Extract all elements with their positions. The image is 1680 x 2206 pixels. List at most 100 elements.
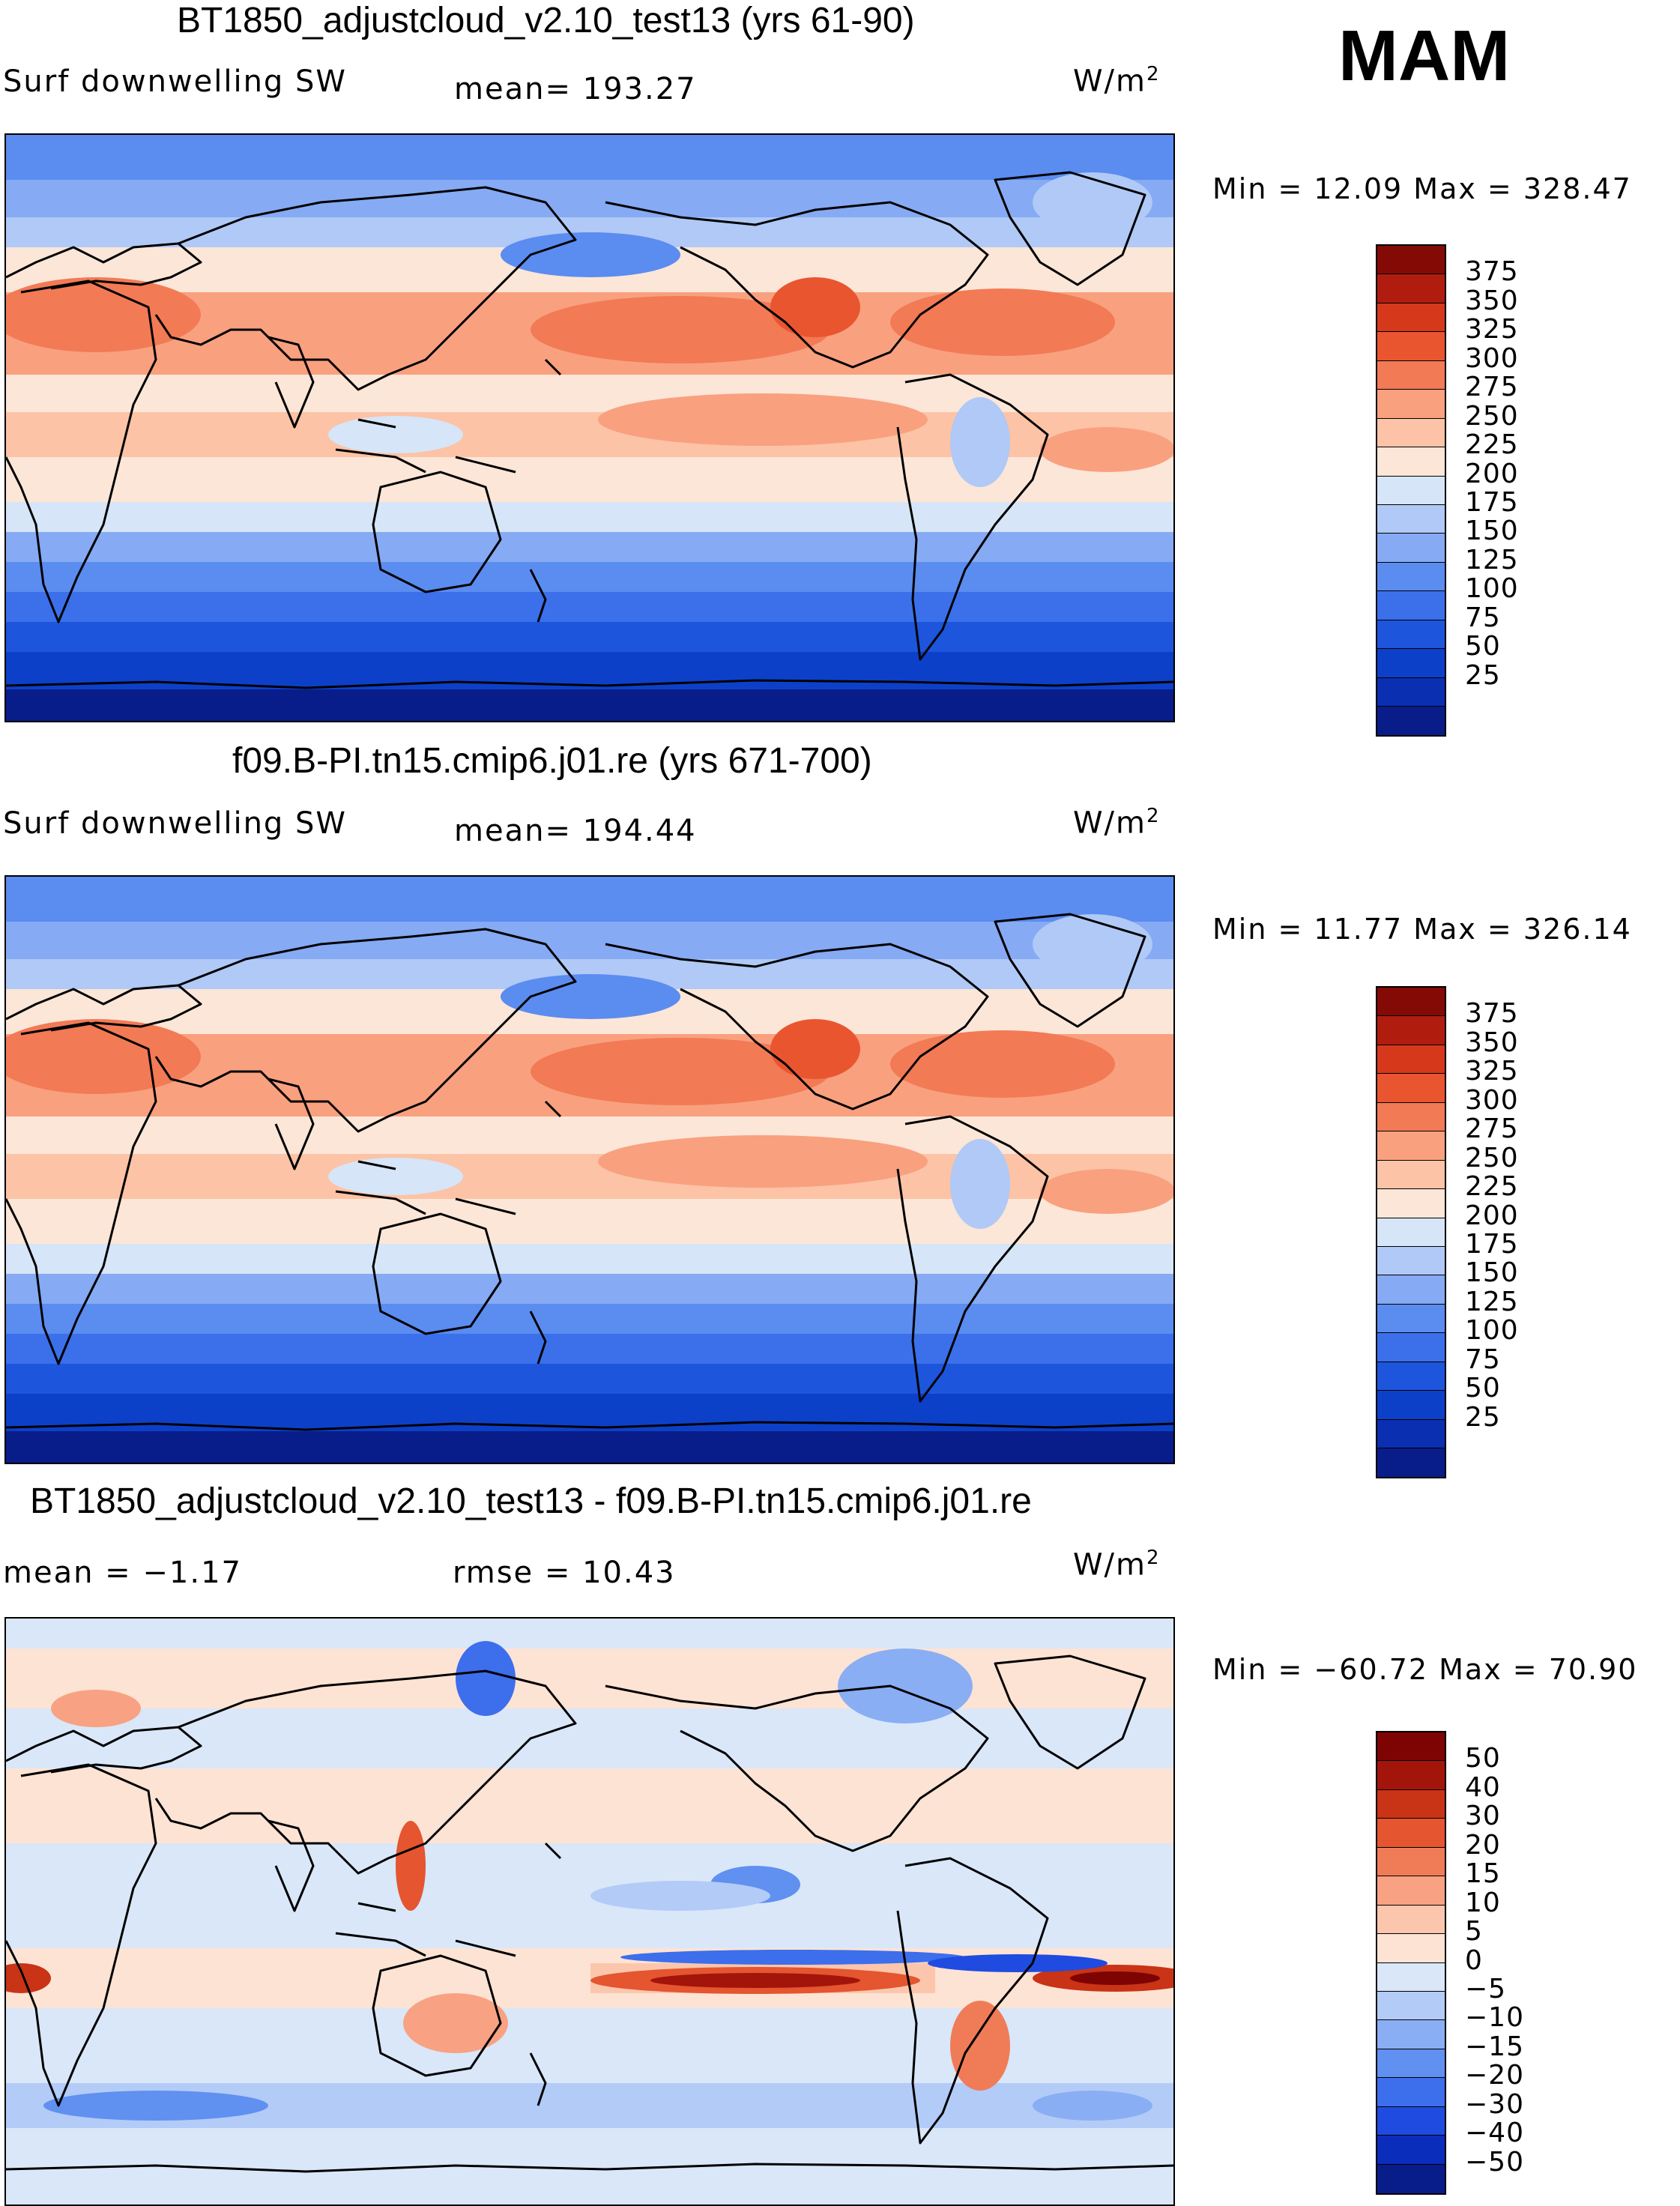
field-blob	[890, 288, 1115, 356]
colorbar-swatch	[1377, 332, 1445, 361]
field-band	[6, 1649, 1173, 1708]
colorbar-tick-label: −5	[1465, 1973, 1507, 2004]
colorbar-tick-label: 15	[1465, 1858, 1501, 1890]
field-band	[6, 877, 1173, 922]
colorbar-tick-label: 30	[1465, 1801, 1501, 1832]
field-blob	[396, 1821, 426, 1911]
colorbar-swatch	[1377, 2078, 1445, 2107]
coastline	[372, 1212, 502, 1335]
colorbar-swatch	[1377, 303, 1445, 333]
colorbar-swatch	[1377, 274, 1445, 303]
colorbar-swatch	[1377, 534, 1445, 563]
colorbar-swatch	[1377, 504, 1445, 534]
coastline	[6, 679, 1173, 689]
colorbar-tick-label: 50	[1465, 631, 1501, 662]
colorbar-swatch	[1377, 1732, 1445, 1762]
colorbar-swatch	[1377, 246, 1445, 275]
colorbar-swatch	[1377, 418, 1445, 448]
field-band	[6, 502, 1173, 532]
colorbar-swatch	[1377, 2049, 1445, 2079]
colorbar-tick-label: 275	[1465, 1113, 1519, 1145]
panel3-rmse-label: rmse = 10.43	[453, 1556, 676, 1590]
field-blob	[1070, 1971, 1160, 1985]
colorbar-swatch	[1377, 360, 1445, 390]
colorbar-tick-label: 0	[1465, 1944, 1483, 1976]
colorbar-tick-label: 125	[1465, 1286, 1519, 1317]
field-band	[6, 1304, 1173, 1334]
panel3-colorbar	[1376, 1731, 1446, 2195]
field-blob	[1033, 2091, 1152, 2121]
colorbar-tick-label: −30	[1465, 2088, 1524, 2120]
panel3-title: BT1850_adjustcloud_v2.10_test13 - f09.B-…	[30, 1481, 1032, 1521]
colorbar-swatch	[1377, 1102, 1445, 1132]
colorbar-swatch	[1377, 2164, 1445, 2193]
colorbar-tick-label: 325	[1465, 314, 1519, 345]
colorbar-tick-label: 150	[1465, 516, 1519, 547]
colorbar-tick-label: 225	[1465, 429, 1519, 461]
field-blob	[928, 1954, 1108, 1972]
field-band	[6, 1431, 1173, 1463]
colorbar-swatch	[1377, 1131, 1445, 1161]
colorbar-tick-label: 300	[1465, 342, 1519, 374]
field-blob	[328, 1158, 463, 1195]
field-blob	[620, 1950, 965, 1965]
colorbar-swatch	[1377, 1934, 1445, 1963]
colorbar-swatch	[1377, 2136, 1445, 2165]
panel1-units: W/m2	[1073, 63, 1161, 99]
colorbar-swatch	[1377, 649, 1445, 678]
colorbar-tick-label: 200	[1465, 1200, 1519, 1231]
colorbar-tick-label: 5	[1465, 1916, 1483, 1947]
colorbar-tick-label: 125	[1465, 544, 1519, 575]
colorbar-tick-label: −15	[1465, 2031, 1524, 2062]
colorbar-swatch	[1377, 1789, 1445, 1819]
colorbar-swatch	[1377, 1419, 1445, 1448]
coastline	[335, 1902, 516, 1957]
colorbar-tick-label: 375	[1465, 256, 1519, 288]
panel3-mean-label: mean = −1.17	[3, 1556, 242, 1590]
panel2-minmax: Min = 11.77 Max = 326.14	[1212, 913, 1632, 946]
field-band	[6, 689, 1173, 721]
field-blob	[950, 2001, 1010, 2091]
colorbar-tick-label: 100	[1465, 573, 1519, 605]
coastline	[372, 1954, 502, 2077]
coastline	[6, 1021, 157, 1365]
field-band	[6, 1244, 1173, 1274]
coastline	[268, 1819, 315, 1912]
coastline	[335, 418, 516, 474]
colorbar-swatch	[1377, 620, 1445, 650]
colorbar-swatch	[1377, 1876, 1445, 1906]
coastline	[372, 471, 502, 593]
colorbar-tick-label: 25	[1465, 659, 1501, 691]
field-blob	[6, 1963, 51, 1993]
field-blob	[403, 1993, 508, 2053]
colorbar-tick-label: 175	[1465, 1228, 1519, 1260]
panel1-colorbar	[1376, 244, 1446, 737]
colorbar-swatch	[1377, 1448, 1445, 1478]
field-blob	[1040, 1169, 1173, 1214]
field-blob	[650, 1973, 860, 1988]
panel2-colorbar	[1376, 986, 1446, 1479]
field-band	[6, 562, 1173, 592]
coastline	[529, 358, 562, 623]
panel2-mean-label: mean= 194.44	[454, 814, 697, 848]
colorbar-tick-label: −40	[1465, 2118, 1524, 2149]
field-blob	[1040, 427, 1173, 472]
colorbar-tick-label: 175	[1465, 486, 1519, 518]
coastline	[6, 279, 157, 623]
colorbar-tick-label: 250	[1465, 1142, 1519, 1173]
panel1-mean-label: mean= 193.27	[454, 72, 697, 106]
colorbar-swatch	[1377, 1275, 1445, 1305]
colorbar-tick-label: 375	[1465, 998, 1519, 1030]
field-blob	[501, 232, 680, 277]
colorbar-swatch	[1377, 1074, 1445, 1103]
season-label: MAM	[1338, 16, 1511, 96]
panel2-title: f09.B-PI.tn15.cmip6.j01.re (yrs 671-700)	[232, 741, 872, 781]
field-band	[6, 1364, 1173, 1394]
panel1-minmax: Min = 12.09 Max = 328.47	[1212, 172, 1632, 205]
colorbar-tick-label: 275	[1465, 372, 1519, 403]
colorbar-swatch	[1377, 390, 1445, 419]
coastline	[529, 1100, 562, 1365]
coastline	[154, 1669, 577, 1875]
field-band	[6, 1334, 1173, 1364]
colorbar-swatch	[1377, 988, 1445, 1017]
